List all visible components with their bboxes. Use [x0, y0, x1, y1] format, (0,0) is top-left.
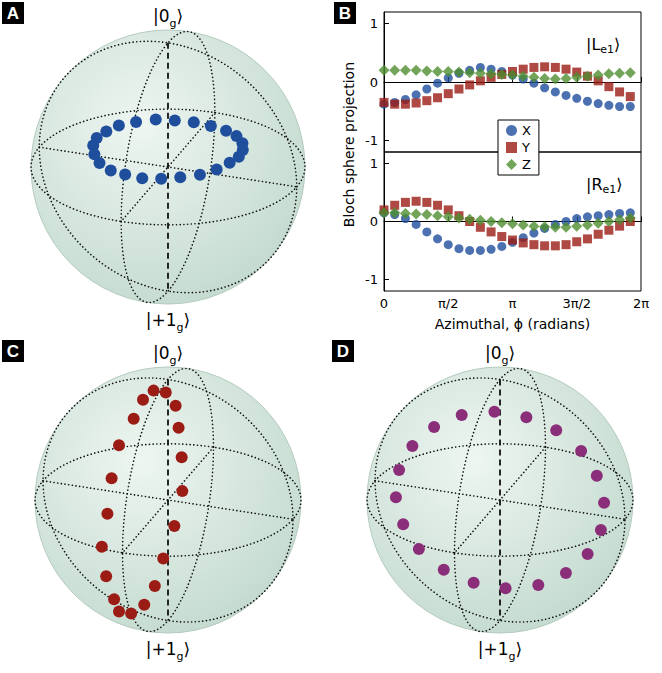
svg-text:C: C: [7, 342, 19, 361]
svg-text:⟩: ⟩: [614, 35, 620, 54]
svg-text:0: 0: [370, 214, 378, 229]
svg-text:Azimuthal, ϕ (radians): Azimuthal, ϕ (radians): [435, 316, 591, 332]
svg-text:Bloch sphere projection: Bloch sphere projection: [341, 62, 357, 227]
svg-text:|+1g⟩: |+1g⟩: [478, 639, 522, 663]
svg-text:2π: 2π: [633, 296, 649, 311]
svg-text:-1: -1: [365, 133, 378, 148]
svg-text:|0g⟩: |0g⟩: [485, 343, 515, 367]
svg-text:|+1g⟩: |+1g⟩: [146, 639, 190, 663]
svg-text:3π/2: 3π/2: [562, 296, 591, 311]
svg-text:-1: -1: [365, 272, 378, 287]
svg-text:D: D: [337, 342, 349, 361]
svg-text:0: 0: [370, 75, 378, 90]
svg-text:π/2: π/2: [438, 296, 458, 311]
svg-text:0: 0: [380, 296, 388, 311]
svg-text:|+1g⟩: |+1g⟩: [146, 310, 190, 334]
svg-text:|0g⟩: |0g⟩: [153, 6, 183, 30]
svg-text:e1: e1: [600, 43, 614, 56]
svg-text:1: 1: [370, 16, 378, 31]
svg-text:X: X: [522, 123, 531, 138]
svg-text:e1: e1: [603, 183, 617, 196]
svg-text:Y: Y: [521, 140, 530, 155]
svg-text:|L: |L: [586, 35, 600, 54]
svg-text:A: A: [7, 4, 19, 23]
svg-text:|R: |R: [586, 175, 603, 194]
svg-text:|0g⟩: |0g⟩: [153, 343, 183, 367]
svg-text:Z: Z: [522, 157, 531, 172]
svg-text:π: π: [509, 296, 517, 311]
svg-text:B: B: [339, 4, 351, 23]
svg-text:⟩: ⟩: [616, 175, 622, 194]
svg-text:1: 1: [370, 156, 378, 171]
